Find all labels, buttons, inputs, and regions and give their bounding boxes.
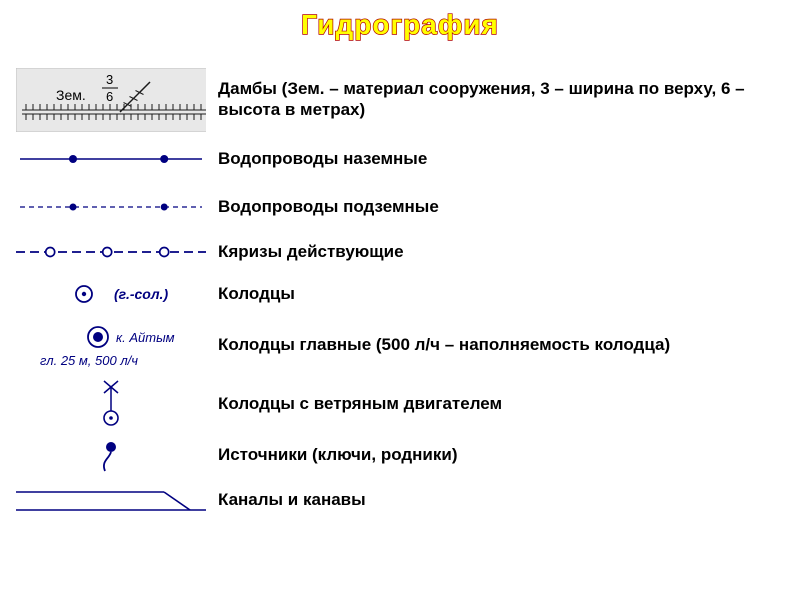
legend-symbol (0, 197, 218, 217)
legend-row-pipe-surface: Водопроводы наземные (0, 135, 800, 183)
legend-row-wells: (г.-сол.) Колодцы (0, 273, 800, 315)
legend-description: Каналы и канавы (218, 490, 800, 511)
legend-row-pipe-underground: Водопроводы подземные (0, 183, 800, 231)
svg-text:3: 3 (106, 72, 113, 87)
svg-text:6: 6 (106, 89, 113, 104)
legend-table: Зем. 3 6 Дамбы (Зем. – материал сооружения,… (0, 65, 800, 523)
legend-description: Колодцы с ветряным двигателем (218, 394, 800, 415)
legend-row-canals: Каналы и канавы (0, 477, 800, 523)
wells-icon: (г.-сол.) (16, 279, 206, 309)
legend-symbol (0, 435, 218, 475)
wells-wind-icon (16, 378, 206, 430)
canals-icon (16, 480, 206, 520)
legend-description: Колодцы (218, 284, 800, 305)
legend-row-wells-wind: Колодцы с ветряным двигателем (0, 375, 800, 433)
legend-symbol (0, 480, 218, 520)
legend-symbol: к. Айтым гл. 25 м, 500 л/ч (0, 317, 218, 373)
pipe-surface-icon (16, 149, 206, 169)
svg-text:к. Айтым: к. Айтым (116, 330, 175, 345)
legend-description: Кяризы действующие (218, 242, 800, 263)
svg-text:гл. 25 м, 500 л/ч: гл. 25 м, 500 л/ч (40, 353, 138, 368)
svg-text:Гидрография: Гидрография (301, 9, 499, 40)
svg-text:Зем.: Зем. (56, 87, 86, 103)
legend-symbol: (г.-сол.) (0, 279, 218, 309)
legend-row-qanat: Кяризы действующие (0, 231, 800, 273)
springs-icon (16, 435, 206, 475)
legend-description: Дамбы (Зем. – материал сооружения, 3 – ш… (218, 79, 800, 120)
legend-row-springs: Источники (ключи, родники) (0, 433, 800, 477)
pipe-underground-icon (16, 197, 206, 217)
legend-symbol (0, 149, 218, 169)
dams-icon: Зем. 3 6 (16, 68, 206, 132)
legend-symbol (0, 242, 218, 262)
legend-description: Колодцы главные (500 л/ч – наполняемость… (218, 335, 800, 356)
legend-row-dams: Зем. 3 6 Дамбы (Зем. – материал сооружения,… (0, 65, 800, 135)
legend-description: Водопроводы наземные (218, 149, 800, 170)
qanat-icon (16, 242, 206, 262)
legend-description: Источники (ключи, родники) (218, 445, 800, 466)
wells-main-icon: к. Айтым гл. 25 м, 500 л/ч (16, 317, 206, 373)
legend-symbol: Зем. 3 6 (0, 68, 218, 132)
legend-row-wells-main: к. Айтым гл. 25 м, 500 л/ч Колодцы главные… (0, 315, 800, 375)
svg-text:(г.-сол.): (г.-сол.) (114, 286, 168, 302)
page-title: Гидрография (0, 6, 800, 51)
legend-description: Водопроводы подземные (218, 197, 800, 218)
legend-symbol (0, 378, 218, 430)
